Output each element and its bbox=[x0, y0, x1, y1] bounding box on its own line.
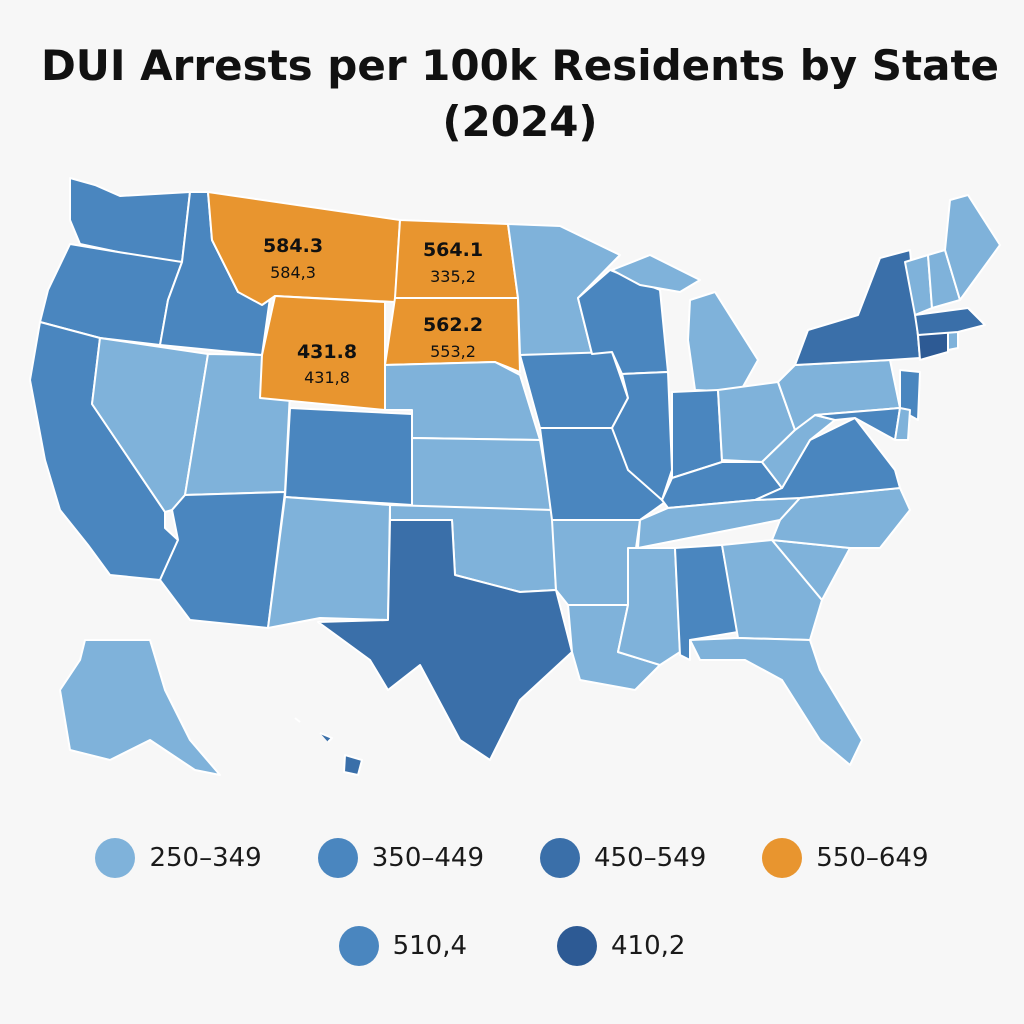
state-georgia[interactable] bbox=[721, 539, 823, 641]
south-dakota-sub: 553,2 bbox=[430, 342, 476, 361]
legend-swatch bbox=[317, 838, 358, 878]
legend-swatch bbox=[557, 926, 597, 966]
state-michigan-upper[interactable] bbox=[611, 254, 701, 293]
montana-sub: 584,3 bbox=[270, 263, 316, 282]
state-new-mexico[interactable] bbox=[267, 496, 391, 629]
state-arkansas[interactable] bbox=[551, 519, 641, 606]
legend-row-secondary: 510,4 410,2 bbox=[0, 926, 1024, 966]
legend-label: 510,4 bbox=[392, 931, 467, 961]
legend-item[interactable]: 550–649 bbox=[762, 838, 929, 878]
legend-swatch bbox=[95, 838, 136, 878]
legend-row-primary: 250–349 350–449 450–549 550–649 bbox=[0, 838, 1024, 878]
state-texas[interactable] bbox=[317, 519, 573, 761]
state-wyoming[interactable] bbox=[259, 295, 386, 411]
state-new-york[interactable] bbox=[794, 249, 921, 366]
state-arizona[interactable] bbox=[159, 491, 286, 629]
state-missouri[interactable] bbox=[539, 427, 669, 521]
legend-label: 350–449 bbox=[371, 843, 484, 873]
legend-item[interactable]: 510,4 bbox=[338, 926, 467, 966]
legend-item[interactable]: 450–549 bbox=[540, 838, 706, 878]
legend-item[interactable]: 250–349 bbox=[95, 838, 262, 878]
state-alaska[interactable] bbox=[59, 639, 221, 776]
south-dakota-value: 562.2 bbox=[423, 314, 483, 336]
state-florida[interactable] bbox=[689, 637, 863, 766]
north-dakota-value: 564.1 bbox=[423, 239, 483, 261]
north-dakota-sub: 335,2 bbox=[430, 267, 476, 286]
state-rhode-island[interactable] bbox=[947, 331, 959, 351]
chart-title: DUI Arrests per 100k Residents by State … bbox=[40, 41, 1000, 146]
legend-item[interactable]: 350–449 bbox=[317, 838, 484, 878]
state-massachusetts[interactable] bbox=[914, 307, 986, 336]
legend-swatch bbox=[540, 838, 580, 878]
state-kansas[interactable] bbox=[411, 437, 553, 511]
legend-label: 410,2 bbox=[611, 931, 686, 961]
state-iowa[interactable] bbox=[519, 351, 629, 429]
wyoming-value: 431.8 bbox=[297, 341, 357, 363]
state-south-dakota[interactable] bbox=[384, 297, 521, 373]
montana-value: 584.3 bbox=[263, 235, 323, 257]
state-delaware[interactable] bbox=[894, 407, 911, 441]
wyoming-sub: 431,8 bbox=[304, 368, 350, 387]
legend-swatch bbox=[338, 926, 379, 966]
legend-label: 550–649 bbox=[816, 843, 929, 873]
state-maine[interactable] bbox=[944, 194, 1001, 301]
state-new-jersey[interactable] bbox=[899, 369, 921, 421]
state-maryland[interactable] bbox=[814, 407, 901, 441]
state-hawaii[interactable] bbox=[294, 717, 363, 776]
legend-label: 250–349 bbox=[149, 843, 262, 873]
state-mississippi[interactable] bbox=[617, 547, 681, 666]
state-michigan[interactable] bbox=[687, 291, 759, 393]
legend-label: 450–549 bbox=[594, 843, 707, 873]
legend-swatch bbox=[762, 838, 803, 878]
legend-item[interactable]: 410,2 bbox=[557, 926, 685, 966]
state-colorado[interactable] bbox=[284, 407, 413, 506]
state-illinois[interactable] bbox=[611, 371, 673, 501]
